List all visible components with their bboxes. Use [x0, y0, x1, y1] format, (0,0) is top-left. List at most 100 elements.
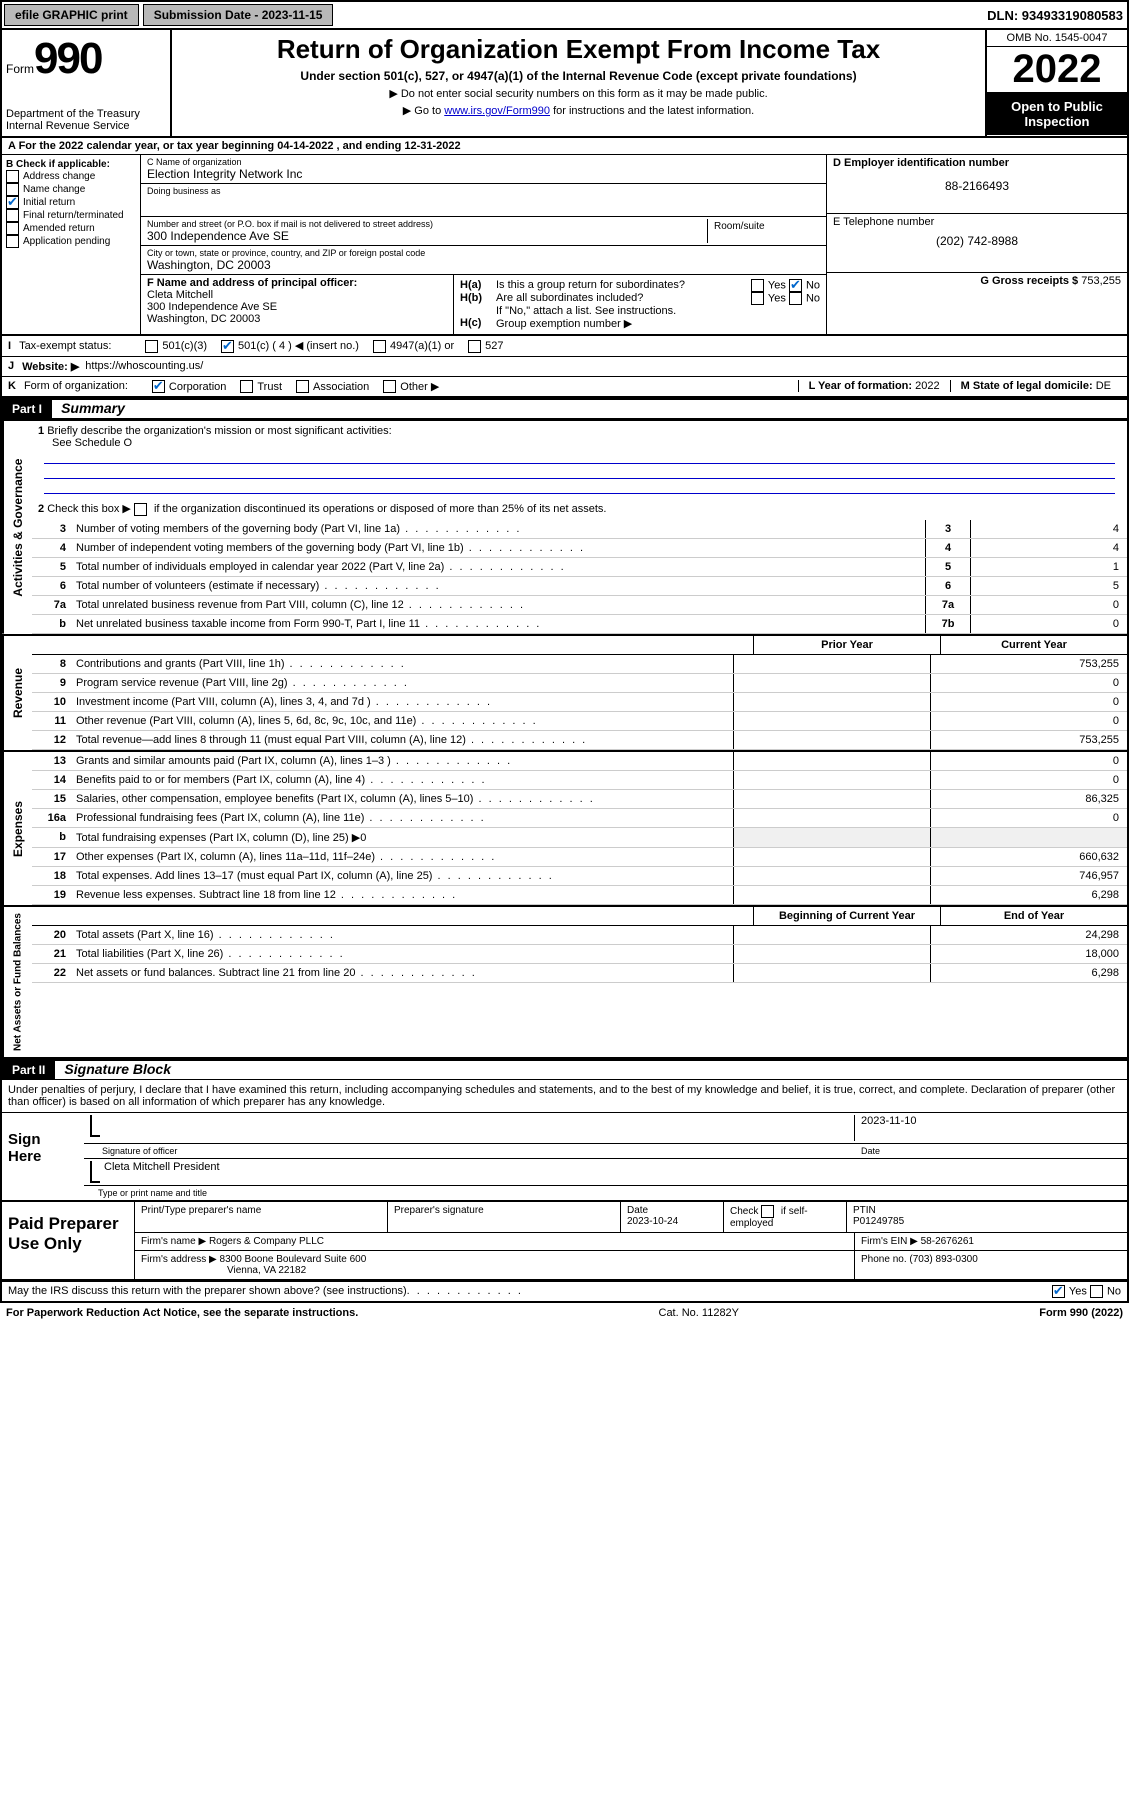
discuss-no-checkbox[interactable]	[1090, 1285, 1103, 1298]
line-item: 12 Total revenue—add lines 8 through 11 …	[32, 731, 1127, 750]
line-item: 8 Contributions and grants (Part VIII, l…	[32, 655, 1127, 674]
note-ssn: ▶ Do not enter social security numbers o…	[178, 87, 979, 100]
section-revenue: Revenue Prior Year Current Year 8 Contri…	[2, 634, 1127, 750]
form-subtitle: Under section 501(c), 527, or 4947(a)(1)…	[178, 69, 979, 83]
hb-no-checkbox[interactable]	[789, 292, 802, 305]
tax-year: 2022	[987, 47, 1127, 93]
form-ref: Form 990 (2022)	[1039, 1307, 1123, 1319]
name-label: C Name of organization	[147, 157, 820, 167]
colb-checkbox[interactable]	[6, 235, 19, 248]
line-item: b Net unrelated business taxable income …	[32, 615, 1127, 634]
officer-name: Cleta Mitchell	[147, 289, 447, 301]
ha-label: H(a)	[460, 279, 496, 291]
sidebar-revenue: Revenue	[2, 636, 32, 750]
rowk-checkbox[interactable]	[383, 380, 396, 393]
note-link: ▶ Go to www.irs.gov/Form990 for instruct…	[178, 104, 979, 117]
line-item: b Total fundraising expenses (Part IX, c…	[32, 828, 1127, 848]
rowk-checkbox[interactable]	[152, 380, 165, 393]
hc-text: Group exemption number ▶	[496, 317, 632, 330]
hb-note: If "No," attach a list. See instructions…	[460, 305, 820, 317]
type-name-label: Type or print name and title	[84, 1186, 1127, 1200]
self-employed-checkbox[interactable]	[761, 1205, 774, 1218]
prior-year-header: Prior Year	[753, 636, 940, 654]
header-row: Form 990 Department of the Treasury Inte…	[2, 30, 1127, 138]
line-item: 7a Total unrelated business revenue from…	[32, 596, 1127, 615]
hb-label: H(b)	[460, 292, 496, 304]
line-item: 17 Other expenses (Part IX, column (A), …	[32, 848, 1127, 867]
line-item: 19 Revenue less expenses. Subtract line …	[32, 886, 1127, 905]
row-i: I Tax-exempt status: 501(c)(3)501(c) ( 4…	[2, 336, 1127, 357]
line-item: 9 Program service revenue (Part VIII, li…	[32, 674, 1127, 693]
section-net: Net Assets or Fund Balances Beginning of…	[2, 905, 1127, 1059]
line2-checkbox[interactable]	[134, 503, 147, 516]
line-item: 11 Other revenue (Part VIII, column (A),…	[32, 712, 1127, 731]
b-label: B Check if applicable:	[6, 159, 136, 170]
end-year-header: End of Year	[940, 907, 1127, 925]
rowi-checkbox[interactable]	[468, 340, 481, 353]
rowk-checkbox[interactable]	[296, 380, 309, 393]
officer-addr2: Washington, DC 20003	[147, 313, 447, 325]
colb-checkbox[interactable]	[6, 196, 19, 209]
gross-label: G Gross receipts $	[980, 275, 1078, 287]
line-item: 13 Grants and similar amounts paid (Part…	[32, 752, 1127, 771]
header-right: OMB No. 1545-0047 2022 Open to Public In…	[985, 30, 1127, 136]
rowi-checkbox[interactable]	[373, 340, 386, 353]
paid-preparer-grid: Paid Preparer Use Only Print/Type prepar…	[2, 1202, 1127, 1281]
line-item: 15 Salaries, other compensation, employe…	[32, 790, 1127, 809]
colb-option: Name change	[6, 183, 136, 196]
colb-checkbox[interactable]	[6, 209, 19, 222]
period-row: A For the 2022 calendar year, or tax yea…	[2, 138, 1127, 155]
city-label: City or town, state or province, country…	[147, 248, 820, 258]
colb-checkbox[interactable]	[6, 222, 19, 235]
footer-row: For Paperwork Reduction Act Notice, see …	[0, 1303, 1129, 1323]
cat-no: Cat. No. 11282Y	[358, 1307, 1039, 1319]
part2-title: Signature Block	[64, 1061, 171, 1077]
ha-yes-checkbox[interactable]	[751, 279, 764, 292]
hb-yes-checkbox[interactable]	[751, 292, 764, 305]
sign-here-label: Sign Here	[2, 1113, 84, 1200]
officer-label: F Name and address of principal officer:	[147, 277, 447, 289]
officer-print-name: Cleta Mitchell President	[104, 1161, 220, 1183]
efile-button[interactable]: efile GRAPHIC print	[4, 4, 139, 26]
dln-text: DLN: 93493319080583	[335, 8, 1127, 23]
room-label: Room/suite	[708, 219, 820, 243]
sidebar-net: Net Assets or Fund Balances	[2, 907, 32, 1057]
header-mid: Return of Organization Exempt From Incom…	[172, 30, 985, 136]
irs-link[interactable]: www.irs.gov/Form990	[444, 105, 550, 117]
row-k: K Form of organization: CorporationTrust…	[2, 377, 1127, 399]
prep-sig-label: Preparer's signature	[388, 1202, 621, 1232]
section-governance: Activities & Governance 1 Briefly descri…	[2, 419, 1127, 634]
sig-officer-label: Signature of officer	[90, 1146, 855, 1156]
discuss-row: May the IRS discuss this return with the…	[2, 1281, 1127, 1301]
part1-header: Part I	[2, 400, 52, 418]
hc-label: H(c)	[460, 317, 496, 329]
header-left: Form 990 Department of the Treasury Inte…	[2, 30, 172, 136]
rowi-checkbox[interactable]	[145, 340, 158, 353]
colb-option: Application pending	[6, 235, 136, 248]
row-j: J Website: ▶ https://whoscounting.us/	[2, 357, 1127, 377]
sidebar-expenses: Expenses	[2, 752, 32, 905]
ha-no-checkbox[interactable]	[789, 279, 802, 292]
colb-option: Final return/terminated	[6, 209, 136, 222]
rowi-checkbox[interactable]	[221, 340, 234, 353]
colb-option: Initial return	[6, 196, 136, 209]
penalty-text: Under penalties of perjury, I declare th…	[2, 1080, 1127, 1113]
colb-checkbox[interactable]	[6, 170, 19, 183]
line-item: 14 Benefits paid to or for members (Part…	[32, 771, 1127, 790]
line-item: 5 Total number of individuals employed i…	[32, 558, 1127, 577]
submission-date-button[interactable]: Submission Date - 2023-11-15	[143, 4, 334, 26]
form-title: Return of Organization Exempt From Incom…	[178, 34, 979, 65]
column-b: B Check if applicable: Address changeNam…	[2, 155, 141, 334]
ha-text: Is this a group return for subordinates?	[496, 279, 751, 291]
rowk-checkbox[interactable]	[240, 380, 253, 393]
org-name: Election Integrity Network Inc	[147, 167, 820, 181]
gross-value: 753,255	[1081, 275, 1121, 287]
part2-header-row: Part II Signature Block	[2, 1059, 1127, 1080]
mission-value: See Schedule O	[52, 437, 132, 449]
discuss-yes-checkbox[interactable]	[1052, 1285, 1065, 1298]
sig-date: 2023-11-10	[854, 1115, 1121, 1141]
part1-header-row: Part I Summary	[2, 398, 1127, 419]
colb-option: Amended return	[6, 222, 136, 235]
line-item: 18 Total expenses. Add lines 13–17 (must…	[32, 867, 1127, 886]
begin-year-header: Beginning of Current Year	[753, 907, 940, 925]
